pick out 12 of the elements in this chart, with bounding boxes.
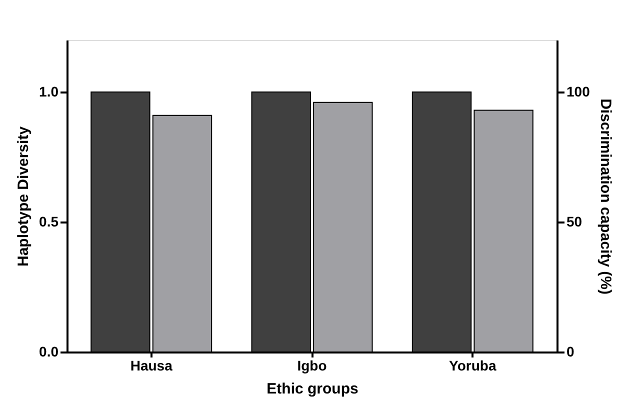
x-axis-title: Ethic groups [266, 380, 358, 398]
y2-tick-label: 0 [566, 344, 574, 360]
y-axis-title: Haplotype Diversity [15, 126, 32, 267]
y-tick-label: 0.5 [39, 214, 59, 230]
y2-axis-title: Discrimination capacity (%) [596, 98, 614, 294]
x-tick-label: Igbo [297, 358, 327, 374]
y2-tick-label: 50 [566, 214, 582, 230]
x-tick-label: Yoruba [449, 358, 496, 374]
y-tick-label: 1.0 [39, 84, 59, 100]
x-tick-label: Hausa [130, 358, 173, 374]
y-tick-label: 0.0 [39, 344, 59, 360]
y2-tick-label: 100 [566, 84, 590, 100]
